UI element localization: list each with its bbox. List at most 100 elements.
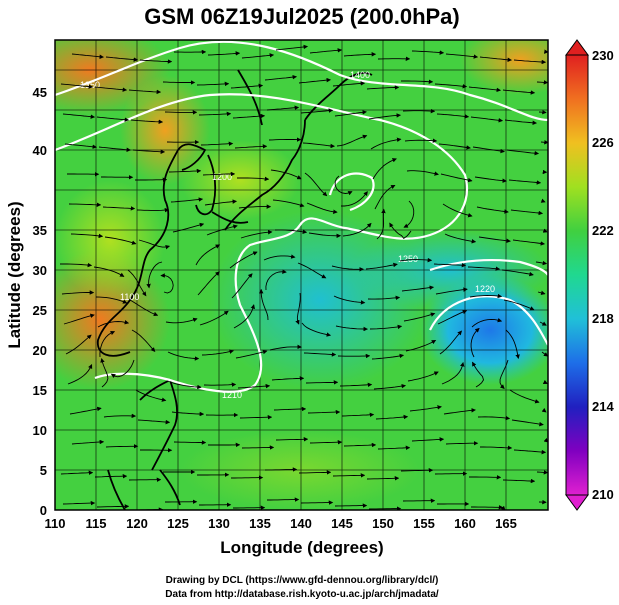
streamline <box>476 206 509 214</box>
streamline <box>241 445 275 450</box>
streamline <box>434 83 468 89</box>
y-tick-label: 25 <box>33 303 47 318</box>
warm-region-northeast <box>460 40 548 95</box>
streamline <box>146 261 163 289</box>
height-contours <box>55 40 548 393</box>
streamline <box>301 322 332 337</box>
streamline <box>136 207 170 213</box>
streamline <box>197 271 220 296</box>
streamline <box>168 168 202 174</box>
streamline <box>102 206 136 211</box>
streamline <box>65 334 92 355</box>
x-tick-label: 155 <box>413 516 435 531</box>
streamline <box>377 445 411 451</box>
y-tick-label: 0 <box>40 503 47 518</box>
streamline <box>411 50 445 55</box>
streamline <box>541 351 548 357</box>
streamline <box>127 269 147 297</box>
streamline <box>97 320 130 328</box>
streamline <box>542 379 548 384</box>
streamline <box>265 269 287 291</box>
streamlines <box>60 44 548 510</box>
streamline <box>110 359 135 379</box>
streamline <box>538 109 547 115</box>
streamline <box>540 140 548 145</box>
streamline <box>135 389 167 402</box>
streamline <box>343 442 377 448</box>
streamline <box>162 80 196 85</box>
streamline <box>62 113 96 119</box>
y-axis-label: Latitude (degrees) <box>5 201 24 348</box>
streamline <box>71 439 105 445</box>
streamline <box>334 503 368 508</box>
streamline <box>232 113 266 119</box>
streamline <box>513 59 547 65</box>
streamline <box>62 500 96 506</box>
streamline <box>263 254 296 261</box>
streamline <box>237 176 270 182</box>
streamline <box>238 204 272 209</box>
streamline <box>61 290 95 295</box>
streamline <box>341 412 375 418</box>
streamline <box>139 59 173 64</box>
streamline <box>300 500 334 505</box>
streamline <box>508 179 542 185</box>
streamline <box>271 376 305 381</box>
contour-label-1210: 1210 <box>222 390 242 400</box>
x-tick-label: 145 <box>331 516 353 531</box>
colorbar-tick-label: 214 <box>592 399 614 414</box>
streamline <box>94 473 128 479</box>
streamline <box>437 309 468 325</box>
streamline <box>169 381 202 390</box>
x-tick-label: 125 <box>167 516 189 531</box>
streamline <box>332 473 366 478</box>
streamline <box>366 476 400 481</box>
streamline <box>297 262 327 279</box>
streamline <box>369 324 403 330</box>
streamline <box>303 352 337 357</box>
plot-area: 1400 1350 1250 1200 1210 1220 1100 <box>55 40 548 510</box>
streamline <box>98 146 132 153</box>
streamline <box>501 269 534 277</box>
contour-label-1400: 1400 <box>350 70 370 80</box>
streamline <box>342 222 372 237</box>
streamline <box>438 143 471 150</box>
streamline <box>300 108 334 114</box>
streamline <box>273 406 307 412</box>
x-axis-label: Longitude (degrees) <box>220 538 383 557</box>
streamline <box>535 260 548 266</box>
streamline <box>266 105 300 111</box>
streamline <box>131 329 156 352</box>
streamline <box>443 408 476 415</box>
streamline <box>94 86 128 92</box>
x-tick-label: 130 <box>208 516 230 531</box>
streamline <box>445 53 479 59</box>
streamline <box>240 229 273 239</box>
grid-lines <box>55 40 548 510</box>
streamline <box>333 295 366 305</box>
streamline <box>513 449 547 455</box>
colorbar-top-arrow <box>565 39 589 56</box>
streamline <box>470 327 480 358</box>
streamline <box>309 439 343 445</box>
streamline <box>167 351 200 361</box>
streamline <box>138 239 171 250</box>
streamline <box>298 470 332 475</box>
streamline <box>268 137 302 142</box>
streamline <box>103 413 137 419</box>
contour-label-1350: 1350 <box>80 80 100 90</box>
streamline <box>440 173 473 183</box>
streamline <box>67 364 93 385</box>
streamline <box>373 383 407 390</box>
streamline <box>230 83 264 89</box>
streamline <box>68 202 102 208</box>
streamline <box>172 222 205 233</box>
streamline <box>405 340 437 352</box>
y-tick-label: 20 <box>33 343 47 358</box>
streamline <box>171 411 205 417</box>
streamline <box>411 437 445 442</box>
streamline <box>502 89 536 95</box>
streamline <box>274 229 308 234</box>
streamline <box>402 108 436 114</box>
streamline <box>105 444 139 449</box>
